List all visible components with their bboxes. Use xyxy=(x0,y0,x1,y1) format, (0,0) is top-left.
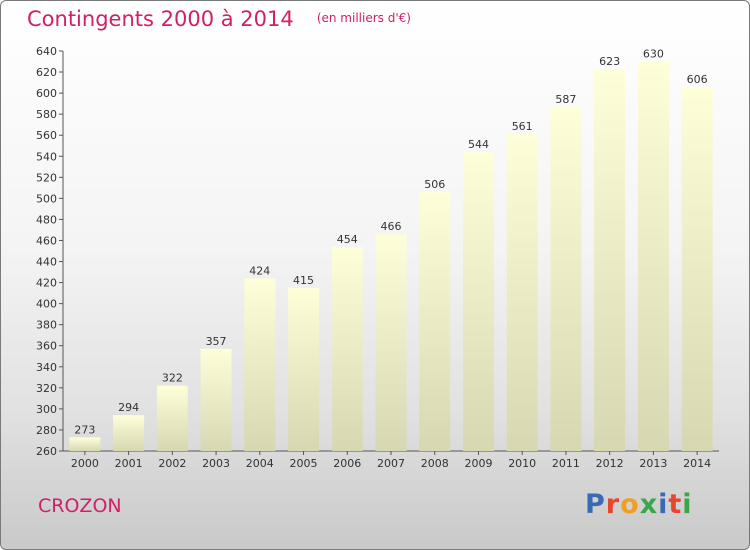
logo-letter: o xyxy=(620,489,640,520)
data-label-2009: 544 xyxy=(468,138,489,151)
bar-2003 xyxy=(200,348,232,451)
data-label-2002: 322 xyxy=(162,372,183,385)
x-tick-label: 2005 xyxy=(290,457,318,470)
bar-2006 xyxy=(331,246,363,451)
y-tick-label: 580 xyxy=(36,108,57,121)
data-label-2004: 424 xyxy=(249,264,270,277)
data-label-2003: 357 xyxy=(206,335,227,348)
bar-2014 xyxy=(681,86,713,451)
y-tick-label: 500 xyxy=(36,192,57,205)
y-tick-label: 280 xyxy=(36,424,57,437)
y-tick-label: 640 xyxy=(36,45,57,58)
x-tick-label: 2012 xyxy=(596,457,624,470)
axes: 260 280 300 320 340 360 380 400 420 440 460 480 500 5… xyxy=(36,45,719,470)
x-tick-label: 2009 xyxy=(464,457,492,470)
y-tick-label: 600 xyxy=(36,87,57,100)
bar-2010 xyxy=(506,134,538,451)
x-tick-label: 2003 xyxy=(202,457,230,470)
commune-name: CROZON xyxy=(38,495,122,517)
y-tick-label: 560 xyxy=(36,129,57,142)
y-tick-label: 480 xyxy=(36,213,57,226)
y-tick-label: 380 xyxy=(36,319,57,332)
data-label-2012: 623 xyxy=(599,55,620,68)
bar-2008 xyxy=(419,192,451,452)
data-label-2010: 561 xyxy=(512,120,533,133)
bar-2013 xyxy=(637,61,669,452)
x-tick-label: 2011 xyxy=(552,457,580,470)
y-tick-label: 520 xyxy=(36,171,57,184)
x-tick-label: 2010 xyxy=(508,457,536,470)
data-label-2005: 415 xyxy=(293,274,314,287)
x-tick-label: 2004 xyxy=(246,457,274,470)
y-tick-label: 420 xyxy=(36,277,57,290)
x-tick-label: 2002 xyxy=(158,457,186,470)
logo-letter: r xyxy=(605,489,621,520)
title-line: Contingents 2000 à 2014 (en milliers d'€… xyxy=(27,7,411,31)
proxiti-logo: Proxiti xyxy=(585,489,693,520)
bar-2000 xyxy=(69,437,101,451)
logo-letter: t xyxy=(668,489,683,520)
y-tick-label: 260 xyxy=(36,445,57,458)
data-label-2013: 630 xyxy=(643,48,664,61)
x-tick-label: 2014 xyxy=(683,457,711,470)
x-tick-label: 2007 xyxy=(377,457,405,470)
bar-2009 xyxy=(462,152,494,452)
bars xyxy=(69,61,713,452)
chart-title: Contingents 2000 à 2014 xyxy=(27,7,294,31)
bar-2005 xyxy=(288,287,320,451)
data-label-2001: 294 xyxy=(118,401,139,414)
y-tick-label: 460 xyxy=(36,234,57,247)
logo-letter: i xyxy=(658,489,669,520)
y-tick-label: 400 xyxy=(36,298,57,311)
data-label-2006: 454 xyxy=(337,233,358,246)
x-tick-label: 2008 xyxy=(421,457,449,470)
y-tick-label: 540 xyxy=(36,150,57,163)
x-tick-label: 2006 xyxy=(333,457,361,470)
x-tick-label: 2000 xyxy=(71,457,99,470)
logo-letter: P xyxy=(585,489,606,520)
y-tick-label: 360 xyxy=(36,340,57,353)
bar-2007 xyxy=(375,234,407,451)
y-tick-label: 440 xyxy=(36,256,57,269)
x-tick-label: 2013 xyxy=(639,457,667,470)
bar-2012 xyxy=(594,68,626,451)
y-tick-label: 320 xyxy=(36,382,57,395)
data-label-2000: 273 xyxy=(74,423,95,436)
data-labels: 273 294 322 357 424 415 454 466 506 544 561 587 623 6… xyxy=(74,48,707,437)
data-label-2007: 466 xyxy=(381,220,402,233)
data-label-2011: 587 xyxy=(555,93,576,106)
logo-letter: i xyxy=(682,489,693,520)
bar-2011 xyxy=(550,106,582,451)
y-tick-label: 620 xyxy=(36,66,57,79)
y-tick-label: 300 xyxy=(36,403,57,416)
bar-2001 xyxy=(113,415,145,451)
data-label-2008: 506 xyxy=(424,178,445,191)
chart-subtitle: (en milliers d'€) xyxy=(316,11,411,25)
bar-2002 xyxy=(156,385,188,451)
bar-2004 xyxy=(244,278,276,451)
x-tick-label: 2001 xyxy=(115,457,143,470)
data-label-2014: 606 xyxy=(687,73,708,86)
logo-letter: x xyxy=(639,489,659,520)
y-tick-label: 340 xyxy=(36,361,57,374)
